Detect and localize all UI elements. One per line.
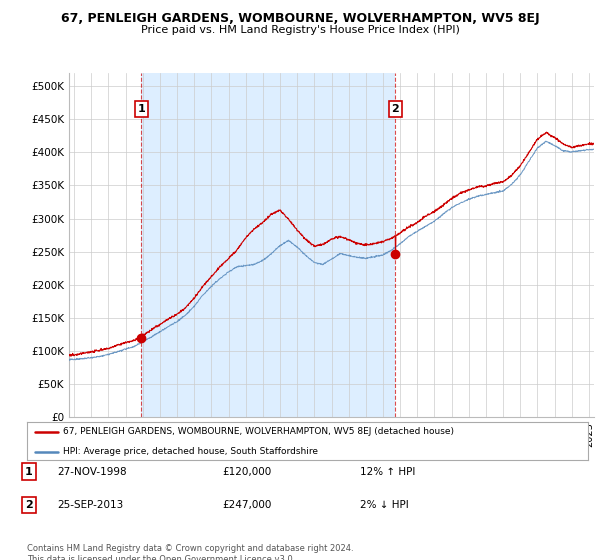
- Text: 67, PENLEIGH GARDENS, WOMBOURNE, WOLVERHAMPTON, WV5 8EJ (detached house): 67, PENLEIGH GARDENS, WOMBOURNE, WOLVERH…: [64, 427, 454, 436]
- Text: £120,000: £120,000: [222, 466, 271, 477]
- Text: 2: 2: [392, 104, 400, 114]
- Bar: [142, 73, 395, 417]
- Text: 27-NOV-1998: 27-NOV-1998: [57, 466, 127, 477]
- Text: 2: 2: [25, 500, 32, 510]
- Text: 12% ↑ HPI: 12% ↑ HPI: [360, 466, 415, 477]
- Text: £247,000: £247,000: [222, 500, 271, 510]
- Text: 1: 1: [25, 466, 32, 477]
- Text: Price paid vs. HM Land Registry's House Price Index (HPI): Price paid vs. HM Land Registry's House …: [140, 25, 460, 35]
- Text: 25-SEP-2013: 25-SEP-2013: [57, 500, 123, 510]
- Text: 1: 1: [137, 104, 145, 114]
- Text: Contains HM Land Registry data © Crown copyright and database right 2024.
This d: Contains HM Land Registry data © Crown c…: [27, 544, 353, 560]
- Text: 67, PENLEIGH GARDENS, WOMBOURNE, WOLVERHAMPTON, WV5 8EJ: 67, PENLEIGH GARDENS, WOMBOURNE, WOLVERH…: [61, 12, 539, 25]
- Text: HPI: Average price, detached house, South Staffordshire: HPI: Average price, detached house, Sout…: [64, 447, 319, 456]
- Text: 2% ↓ HPI: 2% ↓ HPI: [360, 500, 409, 510]
